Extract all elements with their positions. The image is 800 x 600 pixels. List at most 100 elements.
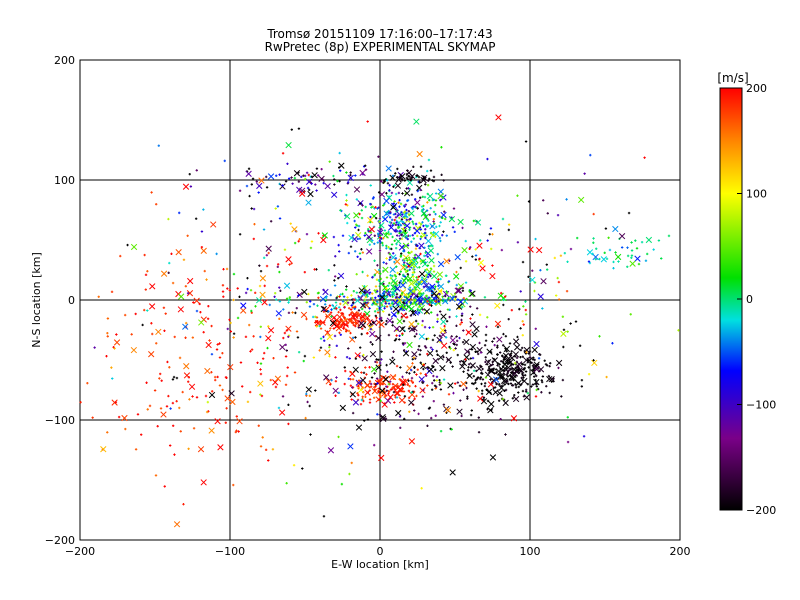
data-point xyxy=(435,349,438,353)
data-point xyxy=(522,305,525,308)
data-point xyxy=(322,335,325,339)
data-point xyxy=(278,270,281,274)
data-point xyxy=(574,320,578,323)
data-point xyxy=(480,371,483,375)
data-point xyxy=(495,114,502,121)
data-point xyxy=(401,220,404,223)
data-point xyxy=(363,419,366,422)
data-point xyxy=(371,276,374,279)
data-point xyxy=(409,217,412,221)
data-point xyxy=(354,352,361,359)
data-point xyxy=(376,358,380,361)
data-point xyxy=(339,302,342,306)
data-point xyxy=(521,334,525,337)
data-point xyxy=(390,243,394,246)
data-point xyxy=(607,236,610,239)
data-point xyxy=(408,372,411,375)
data-point xyxy=(388,293,391,297)
data-point xyxy=(393,200,396,203)
data-point xyxy=(461,289,465,292)
data-point xyxy=(424,236,427,240)
data-point xyxy=(414,298,417,302)
data-point xyxy=(373,302,377,306)
data-point xyxy=(221,290,225,293)
data-point xyxy=(110,290,114,294)
data-point xyxy=(539,269,542,272)
data-point xyxy=(411,390,415,394)
data-point xyxy=(332,235,336,239)
data-point xyxy=(402,390,406,393)
data-point xyxy=(477,389,480,393)
data-point xyxy=(421,195,424,199)
data-point xyxy=(404,293,407,297)
data-point xyxy=(187,277,194,285)
data-point xyxy=(465,329,472,336)
data-point xyxy=(193,297,200,304)
data-point xyxy=(424,251,427,254)
data-point xyxy=(455,315,458,318)
data-point xyxy=(339,333,342,337)
data-point xyxy=(361,173,365,176)
data-point xyxy=(441,216,444,220)
x-axis: −200 −100 0 100 200 xyxy=(65,60,691,558)
data-point xyxy=(346,204,349,207)
data-point xyxy=(442,298,449,305)
data-point xyxy=(385,192,388,195)
data-point xyxy=(297,240,300,243)
data-point xyxy=(207,304,210,308)
data-point xyxy=(305,171,309,174)
data-point xyxy=(437,278,440,281)
data-point xyxy=(355,379,362,386)
data-point xyxy=(565,289,569,293)
data-point xyxy=(583,172,586,175)
data-point xyxy=(358,202,362,205)
data-point xyxy=(522,368,526,371)
data-point xyxy=(491,264,494,267)
data-point xyxy=(393,260,396,264)
data-point xyxy=(269,378,272,382)
data-point xyxy=(405,301,408,305)
data-point xyxy=(197,446,205,453)
data-point xyxy=(357,379,361,382)
data-point xyxy=(369,341,372,344)
data-point xyxy=(379,225,382,229)
data-point xyxy=(195,309,199,313)
data-point xyxy=(527,246,534,253)
data-point xyxy=(115,333,118,336)
data-point xyxy=(556,213,560,217)
data-point xyxy=(390,311,398,318)
data-point xyxy=(205,341,212,349)
data-point xyxy=(378,249,382,252)
data-point xyxy=(404,203,408,206)
data-point xyxy=(411,258,418,266)
data-point xyxy=(252,335,255,338)
data-point xyxy=(432,175,436,179)
data-point xyxy=(429,283,436,290)
data-point xyxy=(204,367,211,375)
data-point xyxy=(405,265,408,268)
data-point xyxy=(434,414,437,417)
data-point xyxy=(215,252,218,256)
data-point xyxy=(421,395,425,398)
data-point xyxy=(267,325,270,328)
data-point xyxy=(482,397,485,401)
data-point xyxy=(400,293,403,296)
data-point xyxy=(369,220,372,224)
data-point xyxy=(259,335,262,339)
data-point xyxy=(350,294,353,297)
data-point xyxy=(480,392,484,395)
data-point xyxy=(282,308,285,311)
data-point xyxy=(375,377,379,380)
data-point xyxy=(414,205,417,209)
data-point xyxy=(523,394,530,401)
data-point xyxy=(183,363,190,370)
data-point xyxy=(167,217,170,221)
data-point xyxy=(362,353,365,357)
data-point xyxy=(259,445,263,448)
data-point xyxy=(431,290,438,297)
data-point xyxy=(557,366,560,370)
data-point xyxy=(478,257,481,260)
data-point xyxy=(491,340,494,343)
data-point xyxy=(278,173,281,176)
data-point xyxy=(554,294,558,297)
